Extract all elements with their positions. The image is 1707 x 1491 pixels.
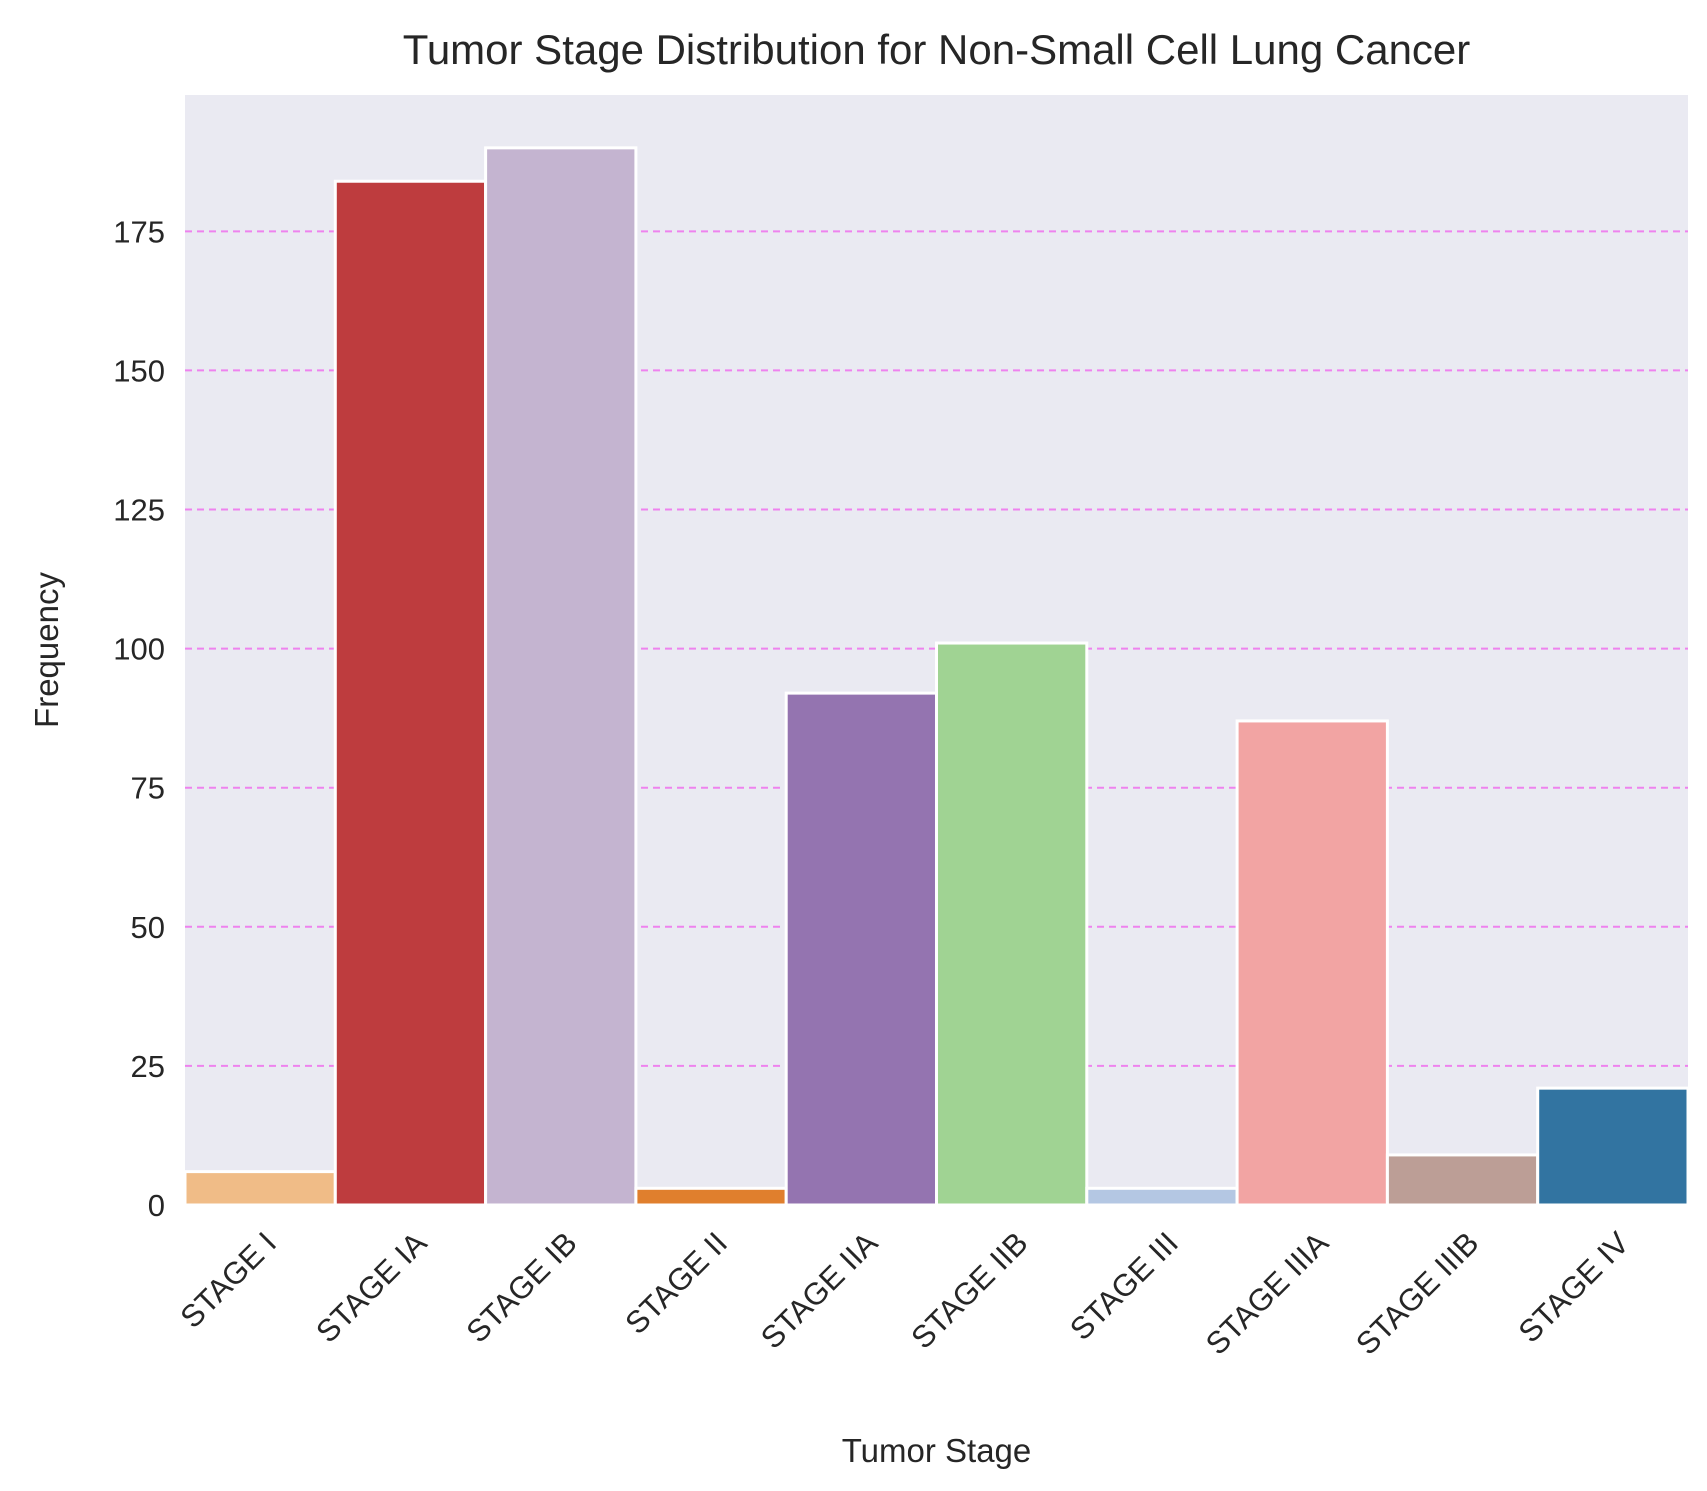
bar-stage-ia [333,179,488,1207]
bar-stage-iv [1536,1086,1690,1207]
bar-stage-i [183,1170,337,1207]
bar-stage-iiib [1385,1153,1540,1207]
y-tick-label: 125 [113,493,165,528]
bars [183,146,1690,1207]
x-axis-label: Tumor Stage [842,1432,1032,1469]
bar-stage-ii [634,1186,788,1207]
bar-stage-iib [935,641,1089,1207]
y-tick-label: 100 [113,632,165,667]
bar-stage-iia [784,691,939,1207]
y-axis-label: Frequency [28,572,65,728]
y-axis-ticks: 0 25 50 75 100 125 150 175 [113,214,165,1223]
y-tick-label: 175 [113,214,165,249]
bar-stage-iiia [1235,719,1389,1207]
y-tick-label: 50 [131,910,165,945]
gridlines [185,230,1688,1067]
chart-title: Tumor Stage Distribution for Non-Small C… [403,26,1471,73]
bar-stage-iii [1085,1186,1239,1207]
y-tick-label: 0 [148,1188,165,1223]
y-tick-label: 75 [131,771,165,806]
y-tick-label: 150 [113,353,165,388]
bar-stage-ib [484,146,638,1207]
y-tick-label: 25 [131,1049,165,1084]
